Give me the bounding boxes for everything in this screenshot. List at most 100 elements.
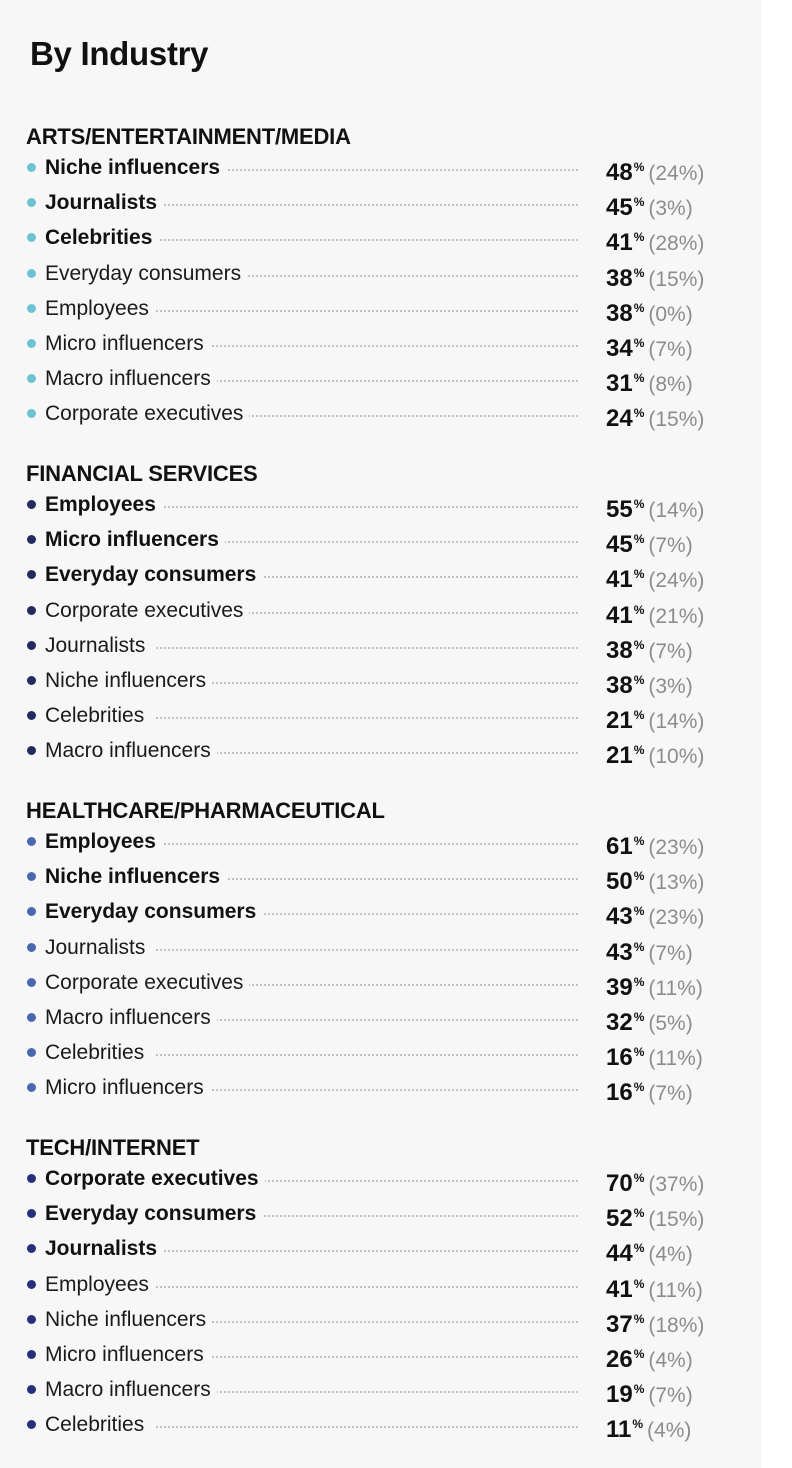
bullet-dot-icon	[27, 1174, 36, 1183]
value-number: 43	[606, 938, 633, 966]
value-label: 16% (11%)	[606, 1035, 703, 1076]
percent-sign: %	[633, 1206, 645, 1221]
row-journalists: Journalists 43% (7%)	[26, 929, 736, 966]
value-number: 21	[606, 742, 633, 770]
value-number: 37	[606, 1310, 633, 1338]
percent-sign: %	[633, 371, 645, 386]
value-label: 37% (18%)	[606, 1302, 704, 1343]
bullet-dot-icon	[27, 605, 36, 615]
row-employees: Employees 41% (11%)	[26, 1266, 736, 1303]
percent-sign: %	[633, 1311, 645, 1326]
row-macro-influencers: Macro influencers 21% (10%)	[26, 733, 736, 770]
percent-sign: %	[633, 1346, 645, 1361]
row-micro-influencers: Micro influencers 34% (7%)	[26, 325, 736, 362]
percent-sign: %	[633, 497, 645, 511]
previous-value: (14%)	[648, 499, 705, 522]
row-label: Employees	[45, 290, 155, 326]
row-label: Journalists	[45, 929, 152, 965]
percent-sign: %	[633, 672, 645, 687]
previous-value: (11%)	[648, 1047, 703, 1071]
percent-sign: %	[633, 1171, 645, 1185]
previous-value: (0%)	[648, 302, 693, 326]
dotted-leader	[156, 1285, 578, 1288]
dotted-leader	[156, 415, 578, 418]
row-label: Niche influencers	[45, 150, 227, 186]
section-title: FINANCIAL SERVICES	[26, 461, 258, 486]
bullet-dot-icon	[27, 1420, 36, 1430]
section-financial-services: FINANCIAL SERVICES Employees 55% (14%) Micro…	[26, 461, 736, 769]
percent-sign: %	[633, 1276, 645, 1291]
bullet-dot-icon	[27, 711, 36, 721]
bullet-dot-icon	[27, 640, 36, 650]
bullet-dot-icon	[27, 746, 36, 756]
row-label: Niche influencers	[45, 1301, 213, 1337]
percent-sign: %	[633, 743, 645, 758]
value-label: 55% (14%)	[606, 487, 704, 528]
row-everyday-consumers: Everyday consumers 43% (23%)	[26, 894, 736, 930]
percent-sign: %	[633, 160, 645, 174]
value-label: 31% (8%)	[606, 361, 693, 402]
previous-value: (13%)	[648, 871, 705, 895]
dotted-leader	[156, 681, 578, 684]
section-arts-entertainment-media: ARTS/ENTERTAINMENT/MEDIA Niche influencer…	[26, 124, 736, 432]
value-number: 24	[606, 405, 633, 433]
row-label: Macro influencers	[45, 733, 217, 769]
value-label: 45% (3%)	[606, 185, 693, 226]
row-label: Journalists	[45, 1231, 164, 1267]
bullet-dot-icon	[27, 233, 36, 243]
bullet-dot-icon	[27, 500, 36, 509]
percent-sign: %	[632, 1417, 644, 1432]
dotted-leader	[156, 843, 578, 845]
row-everyday-consumers: Everyday consumers 52% (15%)	[26, 1196, 736, 1232]
value-label: 38% (15%)	[606, 256, 704, 297]
value-number: 61	[606, 833, 633, 860]
bullet-dot-icon	[27, 409, 36, 419]
value-number: 48	[606, 159, 633, 186]
previous-value: (7%)	[648, 337, 693, 361]
value-label: 45% (7%)	[606, 522, 693, 563]
value-label: 44% (4%)	[606, 1231, 693, 1272]
value-number: 50	[606, 868, 633, 896]
dotted-leader	[156, 611, 578, 614]
bullet-dot-icon	[27, 872, 36, 882]
bullet-dot-icon	[27, 1048, 36, 1058]
value-number: 34	[606, 334, 633, 362]
value-number: 26	[606, 1345, 633, 1373]
previous-value: (18%)	[648, 1313, 705, 1337]
row-employees: Employees 61% (23%)	[26, 824, 736, 860]
previous-value: (15%)	[648, 1208, 705, 1232]
value-label: 43% (7%)	[606, 930, 693, 971]
dotted-leader	[156, 380, 578, 383]
percent-sign: %	[633, 869, 645, 884]
dotted-leader	[156, 1054, 578, 1057]
bullet-dot-icon	[27, 977, 36, 987]
dotted-leader	[156, 1089, 578, 1092]
value-label: 11% (4%)	[606, 1407, 691, 1448]
section-healthcare-pharmaceutical: HEALTHCARE/PHARMACEUTICAL Employees 61% (23…	[26, 798, 736, 1106]
row-niche-influencers: Niche influencers 37% (18%)	[26, 1301, 736, 1338]
percent-sign: %	[633, 1045, 645, 1060]
section-title: TECH/INTERNET	[26, 1135, 200, 1160]
previous-value: (4%)	[648, 1348, 693, 1372]
previous-value: (24%)	[648, 569, 705, 593]
percent-sign: %	[633, 406, 645, 421]
value-label: 38% (0%)	[606, 291, 693, 332]
value-number: 38	[606, 299, 633, 327]
bullet-dot-icon	[27, 535, 36, 545]
row-celebrities: Celebrities 21% (14%)	[26, 698, 736, 734]
row-label: Journalists	[45, 627, 152, 663]
bullet-dot-icon	[27, 570, 36, 580]
value-number: 52	[606, 1205, 633, 1233]
row-corporate-executives: Corporate executives 24% (15%)	[26, 396, 736, 433]
value-label: 52% (15%)	[606, 1196, 704, 1237]
value-number: 41	[606, 1275, 633, 1303]
value-label: 50% (13%)	[606, 859, 704, 900]
bullet-dot-icon	[27, 1279, 36, 1289]
row-label: Everyday consumers	[45, 557, 263, 593]
percent-sign: %	[633, 1382, 645, 1397]
previous-value: (15%)	[648, 408, 705, 432]
chart-panel: By Industry ARTS/ENTERTAINMENT/MEDIA Nich…	[26, 35, 736, 1448]
row-label: Macro influencers	[45, 1372, 217, 1408]
value-number: 16	[606, 1079, 633, 1107]
row-label: Micro influencers	[45, 522, 225, 558]
